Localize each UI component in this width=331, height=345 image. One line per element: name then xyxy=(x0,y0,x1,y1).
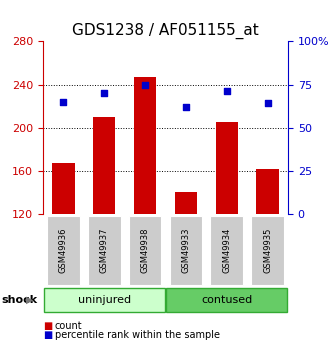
Text: GSM49936: GSM49936 xyxy=(59,227,68,273)
Bar xyxy=(256,169,279,214)
Text: GSM49934: GSM49934 xyxy=(222,227,231,273)
Point xyxy=(265,101,270,106)
Text: GSM49938: GSM49938 xyxy=(141,227,150,273)
Bar xyxy=(93,117,116,214)
Point xyxy=(224,89,229,94)
Text: GSM49937: GSM49937 xyxy=(100,227,109,273)
Text: ■: ■ xyxy=(43,331,52,340)
Bar xyxy=(134,77,156,214)
Point xyxy=(102,90,107,96)
Text: GSM49933: GSM49933 xyxy=(181,227,190,273)
Text: ▶: ▶ xyxy=(26,295,33,305)
Text: shock: shock xyxy=(2,295,38,305)
Text: count: count xyxy=(55,321,82,331)
Bar xyxy=(52,163,75,214)
Text: ■: ■ xyxy=(43,321,52,331)
Text: uninjured: uninjured xyxy=(78,295,131,305)
Text: percentile rank within the sample: percentile rank within the sample xyxy=(55,331,219,340)
Text: contused: contused xyxy=(201,295,252,305)
Point xyxy=(183,104,189,110)
Bar xyxy=(175,193,197,214)
Point xyxy=(61,99,66,105)
Text: GSM49935: GSM49935 xyxy=(263,227,272,273)
Title: GDS1238 / AF051155_at: GDS1238 / AF051155_at xyxy=(72,22,259,39)
Bar xyxy=(215,122,238,214)
Point xyxy=(142,82,148,87)
